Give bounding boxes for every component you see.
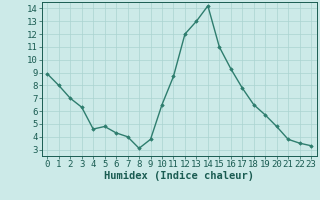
X-axis label: Humidex (Indice chaleur): Humidex (Indice chaleur) (104, 171, 254, 181)
